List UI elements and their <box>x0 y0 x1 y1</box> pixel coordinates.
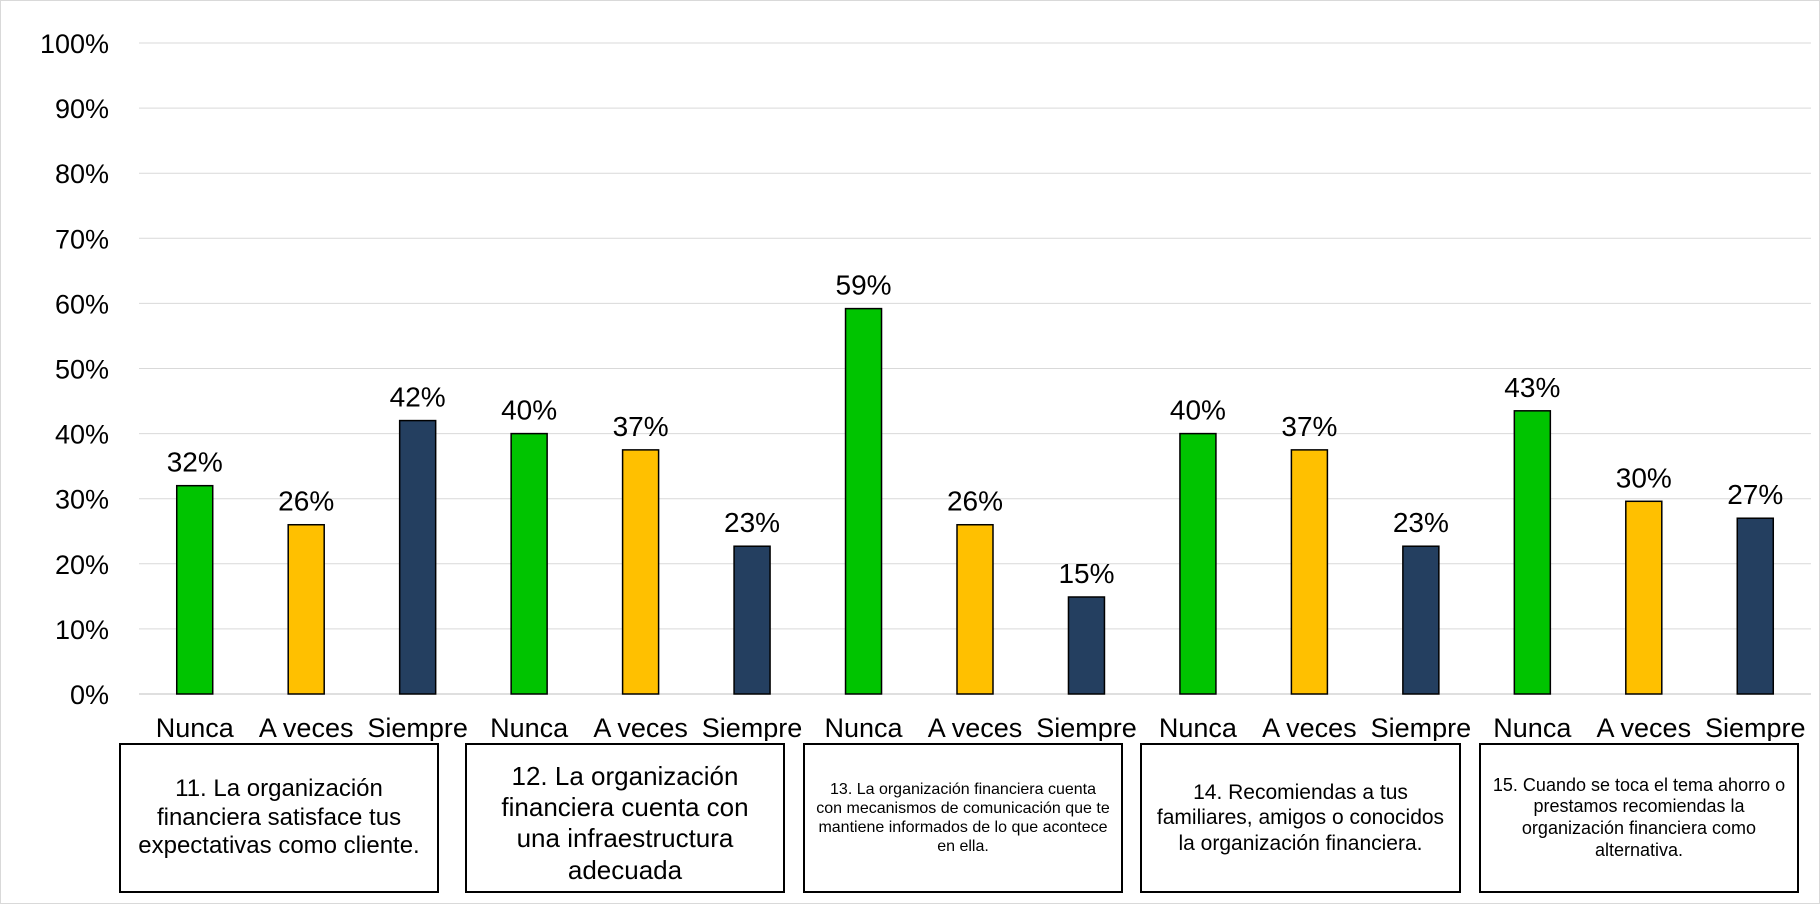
bar <box>844 307 883 695</box>
category-label: Nunca <box>156 713 235 741</box>
y-tick-label: 30% <box>55 485 109 515</box>
bar <box>1290 449 1329 695</box>
group-label-box-12: 12. La organización financiera cuenta co… <box>465 743 785 893</box>
bar <box>733 545 771 695</box>
data-label: 40% <box>1170 395 1226 426</box>
data-label: 37% <box>613 411 669 442</box>
group-label-box-11: 11. La organización financiera satisface… <box>119 743 439 893</box>
category-label: A veces <box>259 713 354 741</box>
data-label: 59% <box>836 270 892 301</box>
bar <box>1402 545 1440 695</box>
group-label-box-13: 13. La organización financiera cuenta co… <box>803 743 1123 893</box>
group-label-box-15: 15. Cuando se toca el tema ahorro o pres… <box>1479 743 1799 893</box>
y-tick-label: 40% <box>55 420 109 450</box>
category-label: Siempre <box>1371 713 1472 741</box>
category-label: Nunca <box>490 713 569 741</box>
bar <box>1625 500 1663 695</box>
bar <box>510 432 548 695</box>
bar-chart: 0% 10% 20% 30% 40% 50% 60% 70% 80% 90% 100% 32% Nunc… <box>40 29 1811 743</box>
data-label: 30% <box>1616 462 1672 493</box>
category-label: A veces <box>1597 713 1692 741</box>
category-label: A veces <box>593 713 688 741</box>
y-tick-label: 0% <box>70 680 109 710</box>
y-tick-label: 60% <box>55 289 109 319</box>
category-label: Siempre <box>702 713 803 741</box>
bar <box>956 523 994 695</box>
category-label: Siempre <box>1036 713 1137 741</box>
y-tick-label: 100% <box>40 29 109 59</box>
data-label: 23% <box>724 507 780 538</box>
y-tick-label: 90% <box>55 94 109 124</box>
bar <box>1179 432 1217 695</box>
category-label: Nunca <box>825 713 904 741</box>
bar <box>1513 410 1552 695</box>
bar <box>1736 517 1775 695</box>
data-label: 27% <box>1727 479 1783 510</box>
bar <box>1067 596 1106 695</box>
y-tick-label: 10% <box>55 615 109 645</box>
bar <box>175 484 214 695</box>
bar <box>398 419 437 695</box>
data-label: 23% <box>1393 507 1449 538</box>
y-tick-label: 80% <box>55 159 109 189</box>
bar <box>621 449 660 695</box>
data-label: 26% <box>947 486 1003 517</box>
data-label: 43% <box>1504 372 1560 403</box>
category-label: Siempre <box>1705 713 1806 741</box>
data-label: 40% <box>501 395 557 426</box>
group-label-box-14: 14. Recomiendas a tus familiares, amigos… <box>1140 743 1461 893</box>
group-label-15: 15. Cuando se toca el tema ahorro o pres… <box>1492 774 1786 860</box>
category-label: Nunca <box>1493 713 1572 741</box>
y-tick-label: 70% <box>55 224 109 254</box>
data-label: 26% <box>278 486 334 517</box>
category-label: A veces <box>928 713 1023 741</box>
bar <box>287 523 325 695</box>
category-label: A veces <box>1262 713 1357 741</box>
group-label-12: 12. La organización financiera cuenta co… <box>501 761 749 885</box>
data-label: 32% <box>167 447 223 478</box>
group-label-13: 13. La organización financiera cuenta co… <box>816 780 1110 856</box>
category-label: Siempre <box>367 713 468 741</box>
y-tick-label: 20% <box>55 550 109 580</box>
y-tick-label: 50% <box>55 355 109 385</box>
category-label: Nunca <box>1159 713 1238 741</box>
group-label-11: 11. La organización financiera satisface… <box>138 774 420 860</box>
data-label: 37% <box>1281 411 1337 442</box>
group-label-14: 14. Recomiendas a tus familiares, amigos… <box>1156 781 1445 855</box>
data-label: 15% <box>1058 558 1114 589</box>
data-label: 42% <box>390 382 446 413</box>
